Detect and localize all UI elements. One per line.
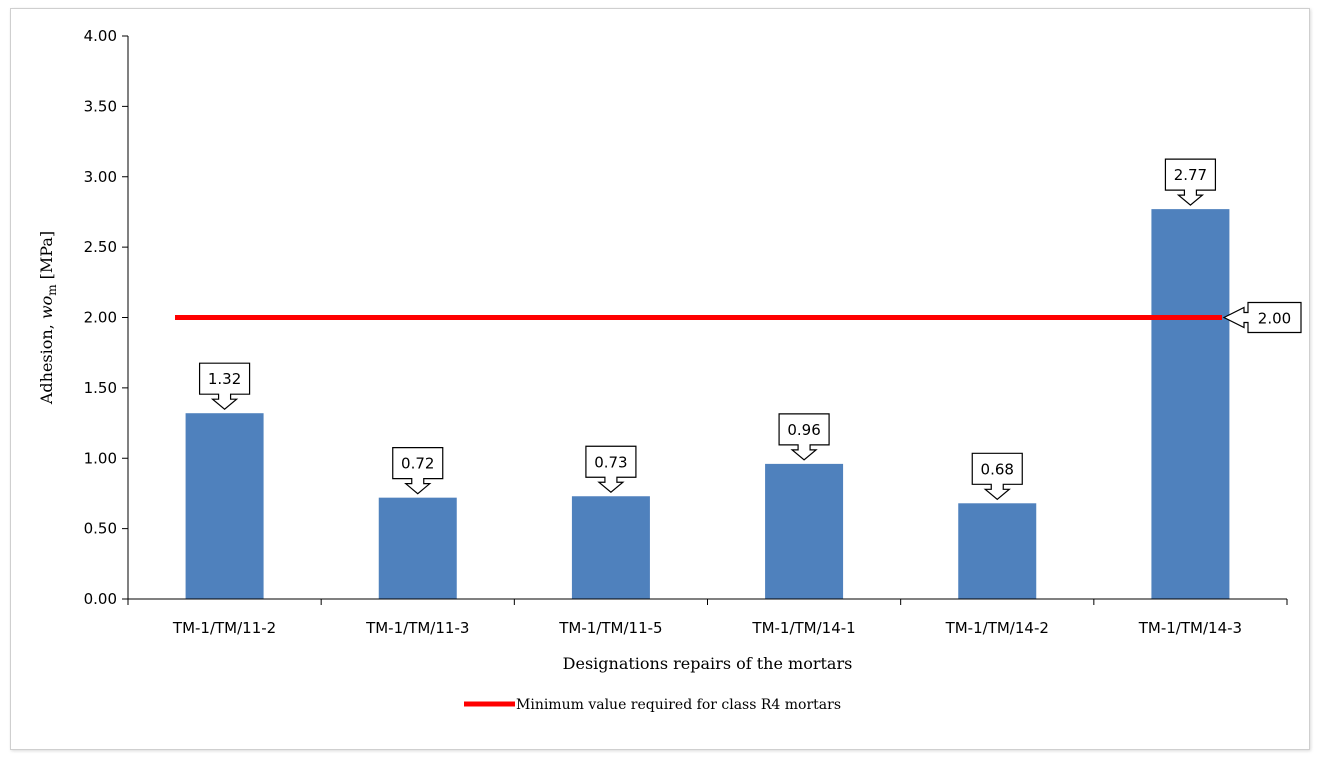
y-tick-label: 1.00 [84, 449, 117, 467]
y-axis-title: Adhesion, wom [MPa] [37, 231, 59, 405]
value-callout-shape [971, 452, 1023, 501]
x-category-label: TM-1/TM/11-3 [365, 619, 469, 637]
bar [958, 503, 1037, 599]
y-axis-ticks: 0.00 0.50 1.00 1.50 2.00 2.50 3.00 3.50 4.00 [84, 27, 128, 608]
bar-value-label: 2.77 [1174, 166, 1207, 184]
x-category-label: TM-1/TM/14-3 [1138, 619, 1242, 637]
bar [185, 413, 264, 599]
bar [571, 496, 650, 599]
bar-value-label: 0.96 [787, 421, 820, 439]
bar-value-label: 1.32 [208, 370, 241, 388]
value-callout-shape [392, 447, 444, 495]
bar-value-label: 0.73 [594, 453, 627, 471]
x-category-label: TM-1/TM/14-2 [945, 619, 1049, 637]
y-tick-label: 3.00 [84, 168, 117, 186]
y-tick-label: 1.50 [84, 379, 117, 397]
x-category-label: TM-1/TM/11-2 [172, 619, 276, 637]
x-category-label: TM-1/TM/14-1 [751, 619, 855, 637]
y-tick-label: 2.00 [84, 309, 117, 327]
x-axis-title: Designations repairs of the mortars [563, 654, 853, 673]
legend-label: Minimum value required for class R4 mort… [516, 697, 841, 713]
x-category-label: TM-1/TM/11-5 [558, 619, 662, 637]
value-callout-shape [585, 445, 637, 494]
legend: Minimum value required for class R4 mort… [464, 697, 841, 713]
y-axis-title-unit: [MPa] [37, 231, 56, 285]
x-axis-ticks: TM-1/TM/11-2 TM-1/TM/11-3 TM-1/TM/11-5 TM-1… [127, 599, 1288, 637]
bar [1151, 209, 1230, 599]
value-callout-shape [198, 362, 251, 410]
y-tick-label: 4.00 [84, 27, 117, 45]
threshold-callout: 2.00 [1222, 301, 1302, 334]
bars [185, 209, 1230, 599]
y-tick-label: 3.50 [84, 97, 117, 115]
y-tick-label: 0.50 [84, 520, 117, 538]
bar [765, 463, 844, 599]
value-callout-shape [778, 413, 830, 461]
bar-value-label: 0.72 [401, 455, 434, 473]
y-tick-label: 0.00 [84, 590, 117, 608]
threshold-arrow-shape [1222, 301, 1302, 334]
y-axis-title-symbol: wo [37, 296, 56, 319]
value-callouts: 1.32 0.72 0.73 0.96 0.68 2.77 [198, 158, 1217, 501]
threshold-label: 2.00 [1258, 310, 1291, 328]
y-axis-title-subscript: m [45, 284, 59, 296]
y-tick-label: 2.50 [84, 238, 117, 256]
y-axis-title-prefix: Adhesion, [37, 319, 56, 405]
bar [378, 497, 457, 599]
value-callout-shape [1164, 158, 1217, 206]
bar-value-label: 0.68 [981, 460, 1014, 478]
